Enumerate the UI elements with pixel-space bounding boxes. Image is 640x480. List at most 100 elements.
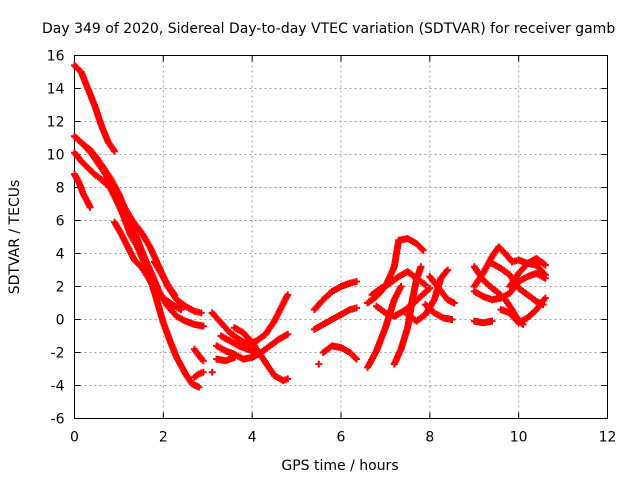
data-point: [534, 271, 538, 275]
data-point: [490, 255, 494, 259]
data-point: [415, 276, 419, 280]
data-point: [472, 265, 476, 269]
data-point: [210, 311, 214, 315]
data-point: [88, 205, 92, 209]
data-point: [497, 245, 501, 249]
data-point: [419, 265, 423, 269]
data-series: [368, 268, 429, 299]
data-point: [450, 318, 454, 321]
data-point: [415, 319, 419, 323]
y-tick-label: -4: [51, 379, 65, 395]
data-point: [86, 87, 90, 90]
x-tick-label: 10: [510, 430, 528, 446]
data-point: [526, 316, 530, 320]
data-point: [379, 286, 383, 290]
y-tick-label: 10: [47, 148, 65, 164]
data-point: [472, 285, 476, 288]
data-point: [73, 63, 76, 67]
data-point: [406, 313, 410, 317]
data-point: [503, 298, 507, 302]
data-series: [217, 332, 261, 356]
data-point: [392, 265, 396, 269]
data-point: [172, 293, 176, 297]
data-point: [543, 263, 547, 267]
y-tick-label: 6: [56, 214, 65, 230]
data-point: [312, 327, 316, 331]
data-point: [392, 298, 396, 302]
data-point: [184, 372, 188, 376]
data-point: [73, 172, 76, 176]
data-point: [192, 375, 196, 379]
data-point: [179, 308, 183, 312]
data-point: [197, 372, 201, 376]
data-point: [339, 313, 343, 317]
data-point: [119, 232, 123, 236]
data-point: [79, 159, 83, 163]
data-point: [423, 303, 427, 307]
data-point: [88, 148, 92, 152]
data-point: [79, 70, 83, 74]
data-point: [128, 232, 132, 236]
data-point: [406, 237, 410, 241]
data-series: [190, 345, 207, 365]
data-point: [399, 285, 403, 288]
data-point: [112, 149, 116, 153]
y-tick-label: -6: [51, 412, 65, 428]
data-point: [321, 298, 325, 302]
data-point: [534, 299, 538, 303]
data-point: [321, 322, 325, 326]
data-point: [92, 103, 96, 107]
data-point: [355, 280, 359, 284]
data-point: [228, 339, 232, 343]
data-point: [81, 143, 85, 147]
y-tick-label: -2: [51, 346, 65, 362]
data-series: [111, 218, 185, 314]
data-series: [71, 170, 94, 211]
data-point: [534, 308, 538, 312]
data-point: [499, 308, 503, 312]
data-point: [150, 273, 154, 277]
data-point: [224, 359, 228, 363]
data-point: [355, 306, 359, 310]
data-point: [432, 311, 436, 315]
data-point: [419, 294, 423, 298]
data-point: [77, 181, 81, 185]
data-point: [192, 309, 196, 313]
data-point: [86, 200, 90, 204]
data-series: [310, 278, 360, 314]
data-point: [108, 186, 112, 189]
data-point: [106, 139, 110, 143]
grid: [74, 55, 608, 419]
data-point: [499, 266, 503, 270]
data-point: [237, 344, 241, 348]
data-series: [213, 353, 238, 365]
y-tick-label: 4: [56, 247, 65, 263]
data-point: [224, 349, 228, 353]
data-point: [117, 192, 121, 196]
data-series: [319, 342, 360, 363]
data-point: [388, 281, 392, 285]
data-point: [543, 273, 547, 277]
data-point: [286, 293, 290, 297]
data-point: [432, 298, 436, 302]
data-point: [86, 166, 90, 170]
data-point: [237, 337, 241, 341]
data-point: [175, 355, 179, 359]
y-axis-label: SDTVAR / TECUs: [7, 180, 23, 295]
data-series: [190, 368, 207, 381]
y-tick-label: 16: [47, 49, 65, 65]
data-point: [406, 270, 410, 274]
data-series: [150, 258, 178, 299]
data-point: [330, 289, 334, 293]
x-tick-label: 8: [425, 430, 434, 446]
data-point: [161, 296, 165, 300]
data-point: [437, 286, 441, 290]
x-tick-label: 4: [248, 430, 257, 446]
data-point: [197, 385, 201, 389]
data-point: [428, 275, 432, 279]
data-point: [137, 242, 141, 246]
data-point: [534, 263, 538, 267]
data-point: [201, 359, 205, 363]
data-point: [392, 362, 396, 366]
